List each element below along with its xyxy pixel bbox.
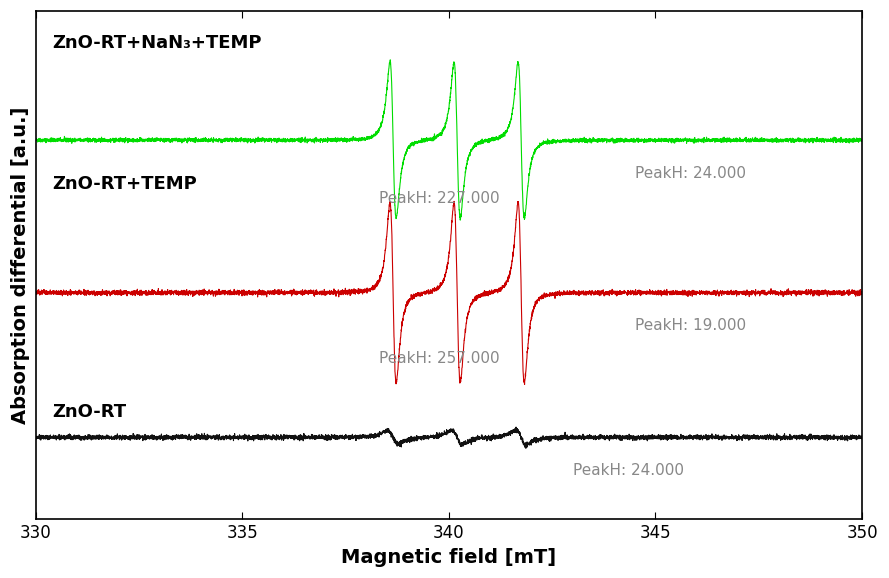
Text: ZnO-RT+TEMP: ZnO-RT+TEMP: [52, 175, 197, 193]
Y-axis label: Absorption differential [a.u.]: Absorption differential [a.u.]: [11, 106, 30, 424]
Text: ZnO-RT+NaN₃+TEMP: ZnO-RT+NaN₃+TEMP: [52, 34, 261, 52]
Text: PeakH: 257.000: PeakH: 257.000: [379, 351, 500, 366]
Text: PeakH: 24.000: PeakH: 24.000: [635, 165, 746, 180]
X-axis label: Magnetic field [mT]: Magnetic field [mT]: [341, 548, 557, 567]
Text: PeakH: 227.000: PeakH: 227.000: [379, 191, 500, 206]
Text: ZnO-RT: ZnO-RT: [52, 402, 126, 421]
Text: PeakH: 19.000: PeakH: 19.000: [635, 318, 746, 333]
Text: PeakH: 24.000: PeakH: 24.000: [573, 463, 684, 478]
